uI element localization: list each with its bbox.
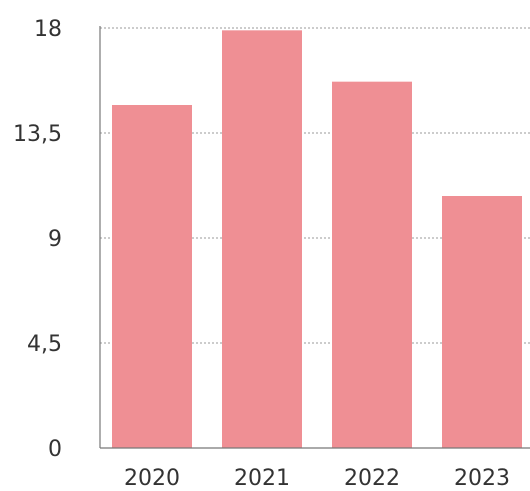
x-tick-label: 2021 [234,466,290,491]
y-tick-label: 13,5 [13,122,62,147]
x-tick-label: 2020 [124,466,180,491]
bar [222,30,302,448]
y-axis-ticks: 0 4,5 9 13,5 18 [13,17,62,462]
x-axis-ticks: 2020 2021 2022 2023 [124,466,510,491]
bar [442,196,522,448]
y-tick-label: 18 [34,17,62,42]
bars [112,30,522,449]
y-tick-label: 0 [48,437,62,462]
bar [112,105,192,448]
x-tick-label: 2022 [344,466,400,491]
bar [332,81,412,449]
x-tick-label: 2023 [454,466,510,491]
y-tick-label: 4,5 [27,332,62,357]
y-tick-label: 9 [48,227,62,252]
